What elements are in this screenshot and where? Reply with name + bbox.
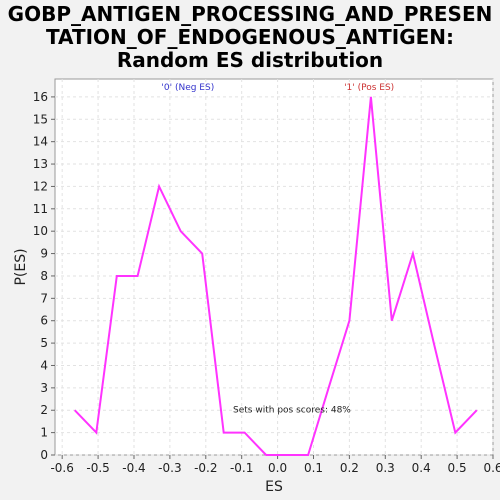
y-tick-label: 3 [40,381,48,395]
y-tick-label: 15 [33,112,48,126]
annotations: '0' (Neg ES) '1' (Pos ES) Sets with pos sc… [161,83,394,415]
x-tick-label: 0.1 [304,461,323,475]
y-tick-label: 11 [33,202,48,216]
x-tick-label: -0.3 [158,461,181,475]
x-tick-label: 0.6 [483,461,500,475]
x-tick-label: -0.6 [50,461,73,475]
y-tick-label: 0 [40,448,48,462]
y-tick-label: 8 [40,269,48,283]
y-tick-label: 4 [40,358,48,372]
x-tick-label: -0.4 [122,461,145,475]
x-tick-label: -0.2 [194,461,217,475]
annotation-label: Sets with pos scores: 48% [233,405,351,415]
x-axis-label: ES [265,479,283,495]
y-tick-label: 13 [33,157,48,171]
series-line [73,96,478,456]
x-tick-label: -0.5 [86,461,109,475]
annotation-label: '1' (Pos ES) [344,83,394,93]
x-tick-label: 0.0 [268,461,287,475]
chart-title-line-3: Random ES distribution [117,48,383,72]
x-axis-ticks: -0.6 -0.5 -0.4 -0.3 -0.2 -0.1 0.0 0.1 0.2 0.3 0.4 0… [50,455,500,475]
x-tick-label: 0.2 [340,461,359,475]
y-tick-label: 5 [40,336,48,350]
series-group [73,96,478,456]
chart-title-line-1: GOBP_ANTIGEN_PROCESSING_AND_PRESEN [8,2,493,26]
y-tick-label: 12 [33,179,48,193]
y-tick-label: 9 [40,247,48,261]
plot-area [54,78,494,456]
y-tick-label: 1 [40,426,48,440]
x-tick-label: 0.3 [376,461,395,475]
y-tick-label: 16 [33,90,48,104]
y-axis-label: P(ES) [13,248,29,285]
y-tick-label: 14 [33,135,48,149]
x-tick-label: 0.5 [448,461,467,475]
chart-title-line-2: TATION_OF_ENDOGENOUS_ANTIGEN: [46,25,454,49]
y-tick-label: 7 [40,291,48,305]
y-tick-label: 2 [40,403,48,417]
y-tick-label: 10 [33,224,48,238]
y-tick-label: 6 [40,314,48,328]
x-tick-label: 0.4 [412,461,431,475]
annotation-label: '0' (Neg ES) [161,83,214,93]
x-tick-label: -0.1 [230,461,253,475]
